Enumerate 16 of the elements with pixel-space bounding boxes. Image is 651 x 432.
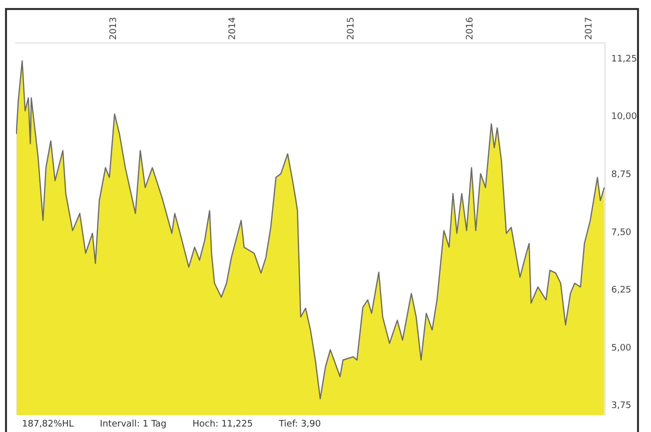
x-tick-label: 2017: [584, 17, 595, 40]
y-tick-label: 6,25: [611, 286, 632, 296]
x-tick-label: 2014: [228, 16, 238, 40]
y-tick-label: 11,25: [611, 54, 637, 64]
x-tick-label: 2016: [465, 16, 476, 40]
text: 187,82%HL: [22, 419, 74, 430]
y-tick-label: 3,75: [611, 401, 632, 412]
y-tick-label: 7,50: [611, 228, 632, 238]
text: Hoch: 11,225: [192, 419, 253, 430]
y-tick-label: 5,00: [611, 343, 632, 354]
x-tick-label: 2013: [109, 17, 120, 40]
y-tick-label: 10,00: [611, 112, 638, 122]
text: Intervall: 1 Tag: [100, 419, 167, 430]
y-tick-label: 8,75: [611, 170, 632, 180]
text: Tief: 3,90: [278, 419, 322, 430]
x-tick-label: 2015: [346, 17, 357, 40]
